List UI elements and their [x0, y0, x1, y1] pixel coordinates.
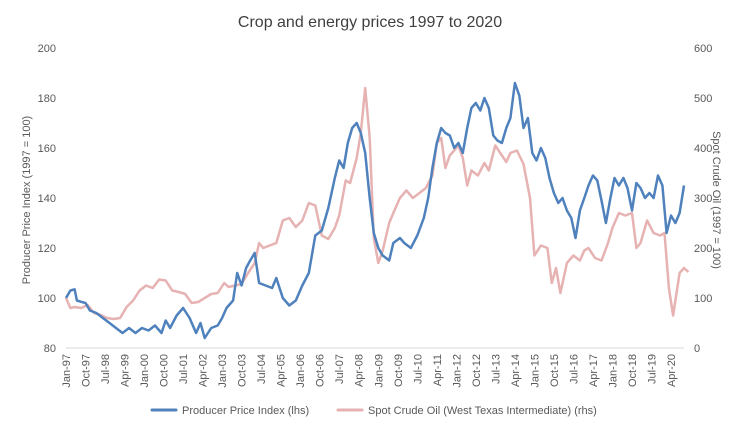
x-tick-label: Oct-12 [471, 354, 483, 387]
x-tick-label: Oct-00 [159, 354, 171, 387]
y2-tick-label: 400 [694, 143, 712, 155]
x-tick-label: Apr-14 [510, 354, 522, 387]
y-tick-label: 100 [38, 293, 56, 305]
x-tick-label: Apr-08 [354, 354, 366, 387]
right-y-ticks: 0 100 200 300 400 500 600 [694, 43, 712, 355]
legend: Producer Price Index (lhs) Spot Crude Oi… [150, 405, 597, 417]
x-tick-label: Jan-09 [373, 354, 385, 388]
x-tick-label: Jul-07 [334, 354, 346, 384]
x-tick-label: Jul-19 [646, 354, 658, 384]
x-tick-label: Jan-03 [217, 354, 229, 388]
series-line-crude-oil [64, 86, 690, 321]
y2-tick-label: 600 [694, 43, 712, 55]
x-ticks: Jan-97 Oct-97 Jul-98 Apr-99 Jan-00 Oct-00 Jul-… [61, 354, 678, 388]
x-tick-label: Apr-17 [588, 354, 600, 387]
y-tick-label: 120 [38, 243, 56, 255]
x-tick-label: Apr-99 [120, 354, 132, 387]
x-tick-label: Jan-97 [61, 354, 73, 388]
x-tick-label: Apr-20 [666, 354, 678, 387]
legend-label-crude-oil: Spot Crude Oil (West Texas Intermediate)… [368, 405, 597, 417]
series-line-ppi [64, 81, 686, 340]
x-tick-label: Oct-15 [549, 354, 561, 387]
left-y-ticks: 80 100 120 140 160 180 200 [38, 43, 56, 355]
x-tick-label: Jan-12 [451, 354, 463, 388]
x-tick-label: Apr-05 [276, 354, 288, 387]
x-tick-label: Jul-98 [100, 354, 112, 384]
x-tick-label: Jul-04 [256, 354, 268, 384]
x-tick-label: Oct-18 [627, 354, 639, 387]
y2-tick-label: 0 [694, 343, 700, 355]
x-tick-label: Jan-00 [139, 354, 151, 388]
y2-axis-label: Spot Crude Oil (1997 = 100) [710, 131, 722, 269]
x-tick-label: Jan-15 [529, 354, 541, 388]
x-tick-label: Jan-06 [295, 354, 307, 388]
y-axis-label: Producer Price Index (1997 = 100) [21, 116, 33, 284]
legend-label-ppi: Producer Price Index (lhs) [182, 405, 309, 417]
series-layer [64, 81, 690, 340]
x-tick-label: Jan-18 [607, 354, 619, 388]
y2-tick-label: 200 [694, 243, 712, 255]
x-tick-label: Oct-06 [315, 354, 327, 387]
y-tick-label: 160 [38, 143, 56, 155]
y-tick-label: 140 [38, 193, 56, 205]
y-tick-label: 180 [38, 93, 56, 105]
x-tick-label: Oct-09 [393, 354, 405, 387]
y-tick-label: 80 [44, 343, 56, 355]
x-tick-label: Apr-11 [432, 354, 444, 386]
x-tick-label: Jul-10 [412, 354, 424, 384]
x-tick-label: Apr-02 [198, 354, 210, 387]
y2-tick-label: 100 [694, 293, 712, 305]
y2-tick-label: 300 [694, 193, 712, 205]
y2-tick-label: 500 [694, 93, 712, 105]
x-tick-label: Jul-01 [178, 354, 190, 384]
x-tick-label: Jul-16 [568, 354, 580, 384]
x-tick-label: Jul-13 [490, 354, 502, 384]
chart-title: Crop and energy prices 1997 to 2020 [238, 14, 502, 31]
y-tick-label: 200 [38, 43, 56, 55]
x-tick-label: Oct-97 [81, 354, 93, 387]
x-tick-label: Oct-03 [237, 354, 249, 387]
